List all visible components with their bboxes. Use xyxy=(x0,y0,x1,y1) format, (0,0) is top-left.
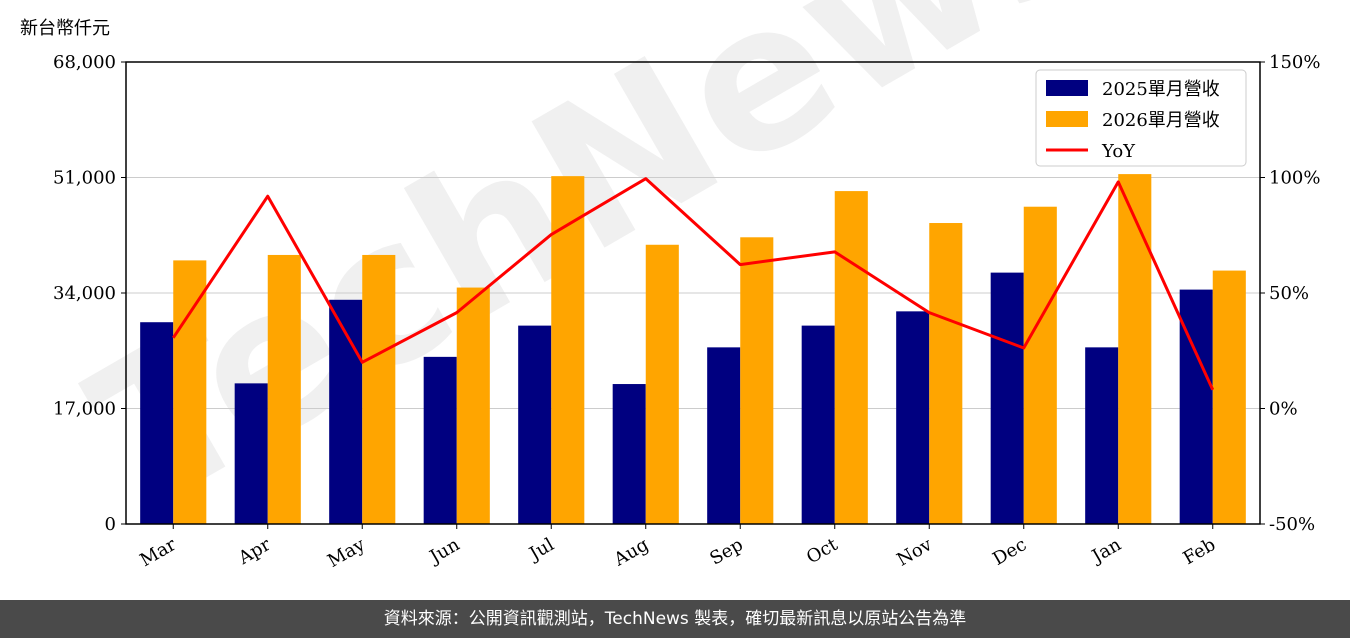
legend-swatch xyxy=(1046,111,1088,127)
y-axis-unit-label: 新台幣仟元 xyxy=(20,18,110,39)
bar-2026-sep xyxy=(740,237,774,524)
x-tick-label-may: May xyxy=(324,534,369,572)
x-tick-label-apr: Apr xyxy=(234,534,274,569)
x-tick-label-aug: Aug xyxy=(610,534,653,571)
bar-2025-jan xyxy=(1085,347,1119,524)
yoy-line-layer xyxy=(172,177,1215,391)
bar-2026-feb xyxy=(1212,270,1246,524)
y2-tick-label: -50% xyxy=(1269,514,1315,535)
legend-label: YoY xyxy=(1101,141,1136,162)
y2-tick-label: 100% xyxy=(1269,168,1320,189)
x-tick-label-feb: Feb xyxy=(1180,534,1220,569)
chart: TechNews 0 -50% 17,000 0% 34,000 50% 51,000 100… xyxy=(20,0,1320,572)
source-footer: 資料來源：公開資訊觀測站，TechNews 製表，確切最新訊息以原站公告為準 xyxy=(0,600,1350,638)
bar-2025-apr xyxy=(234,383,268,524)
bar-2026-dec xyxy=(1023,206,1057,524)
bar-2025-aug xyxy=(612,384,646,524)
legend-box xyxy=(1035,69,1247,167)
bar-2026-mar xyxy=(173,260,207,524)
legend-label: 2026單月營收 xyxy=(1102,110,1220,131)
x-tick-label-jul: Jul xyxy=(524,534,558,566)
y-tick-label: 51,000 xyxy=(53,168,116,189)
bar-2025-nov xyxy=(896,311,930,524)
legend-swatch xyxy=(1046,80,1088,96)
bar-2025-jul xyxy=(518,325,552,524)
y2-tick-label: 150% xyxy=(1269,52,1320,73)
bar-2026-oct xyxy=(834,191,868,524)
bars xyxy=(140,174,1246,525)
bar-2026-nov xyxy=(929,223,963,525)
x-tick-label-jun: Jun xyxy=(425,534,464,569)
y2-tick-label: 50% xyxy=(1269,283,1309,304)
bar-2025-oct xyxy=(801,325,835,524)
legend-label: 2025單月營收 xyxy=(1102,79,1220,100)
legend: 2025單月營收 2026單月營收 YoY xyxy=(1035,69,1247,167)
y-tick-label: 0 xyxy=(105,514,116,535)
bar-2025-mar xyxy=(140,322,174,524)
bar-2026-apr xyxy=(267,254,301,524)
yoy-line xyxy=(172,177,1215,391)
y2-tick-label: 0% xyxy=(1269,399,1298,420)
bar-2026-may xyxy=(362,254,396,524)
x-tick-label-oct: Oct xyxy=(803,534,842,569)
bar-2025-dec xyxy=(990,272,1024,524)
x-tick-label-nov: Nov xyxy=(893,534,936,571)
bar-2025-jun xyxy=(423,356,457,524)
x-tick-label-jan: Jan xyxy=(1087,534,1125,568)
bar-2026-jul xyxy=(551,176,585,524)
bar-2025-may xyxy=(329,299,363,524)
plot-frame xyxy=(125,61,1261,525)
watermark-logo: TechNews xyxy=(58,0,1139,552)
bar-2026-jan xyxy=(1118,174,1152,524)
bar-2026-jun xyxy=(456,287,490,524)
bar-2025-sep xyxy=(707,347,741,524)
y-tick-label: 17,000 xyxy=(53,399,116,420)
x-tick-label-dec: Dec xyxy=(989,534,1030,570)
y-tick-label: 68,000 xyxy=(53,52,116,73)
y-tick-label: 34,000 xyxy=(53,283,116,304)
x-tick-label-sep: Sep xyxy=(706,534,746,569)
bar-2026-aug xyxy=(645,244,679,524)
